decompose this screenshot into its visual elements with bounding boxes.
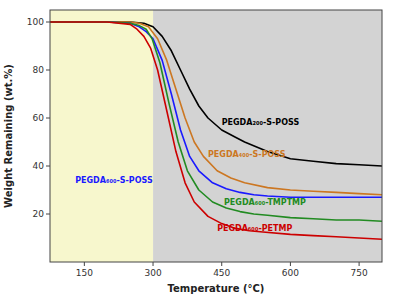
line bbox=[50, 22, 382, 197]
x-tick bbox=[221, 262, 222, 266]
y-tick bbox=[46, 166, 50, 167]
y-tick bbox=[46, 214, 50, 215]
y-tick-label: 20 bbox=[33, 209, 45, 219]
annotation: PEGDA₆₀₀-S-POSS bbox=[75, 176, 153, 185]
annotation: PEGDA₆₀₀-TMPTMP bbox=[224, 198, 306, 207]
y-tick bbox=[46, 118, 50, 119]
region bbox=[153, 10, 382, 262]
y-tick bbox=[46, 70, 50, 71]
x-tick-label: 450 bbox=[213, 268, 230, 278]
line bbox=[50, 22, 382, 166]
x-tick-label: 750 bbox=[351, 268, 368, 278]
x-tick bbox=[359, 262, 360, 266]
x-tick bbox=[153, 262, 154, 266]
annotation: PEGDA₆₀₀-PETMP bbox=[217, 224, 292, 233]
x-axis-label: Temperature (°C) bbox=[168, 283, 265, 294]
y-tick-label: 100 bbox=[27, 17, 44, 27]
x-tick bbox=[290, 262, 291, 266]
annotation: PEGDA₂₀₀-S-POSS bbox=[222, 118, 300, 127]
x-tick-label: 150 bbox=[76, 268, 93, 278]
frame bbox=[50, 10, 382, 262]
annotation: PEGDA₄₀₀-S-POSS bbox=[208, 150, 286, 159]
region bbox=[50, 10, 153, 262]
x-tick bbox=[84, 262, 85, 266]
y-axis-label: Weight Remaining (wt.%) bbox=[3, 64, 14, 208]
y-tick bbox=[46, 22, 50, 23]
y-tick-label: 60 bbox=[33, 113, 45, 123]
x-tick-label: 300 bbox=[144, 268, 161, 278]
line bbox=[50, 22, 382, 221]
y-tick-label: 80 bbox=[33, 65, 45, 75]
plot-area bbox=[50, 10, 382, 262]
y-tick-label: 40 bbox=[33, 161, 45, 171]
line bbox=[50, 22, 382, 195]
line bbox=[50, 22, 382, 239]
chart: 150 300 450 600 750 20 40 60 80 100 Temperature (°… bbox=[0, 0, 394, 300]
x-tick-label: 600 bbox=[282, 268, 299, 278]
